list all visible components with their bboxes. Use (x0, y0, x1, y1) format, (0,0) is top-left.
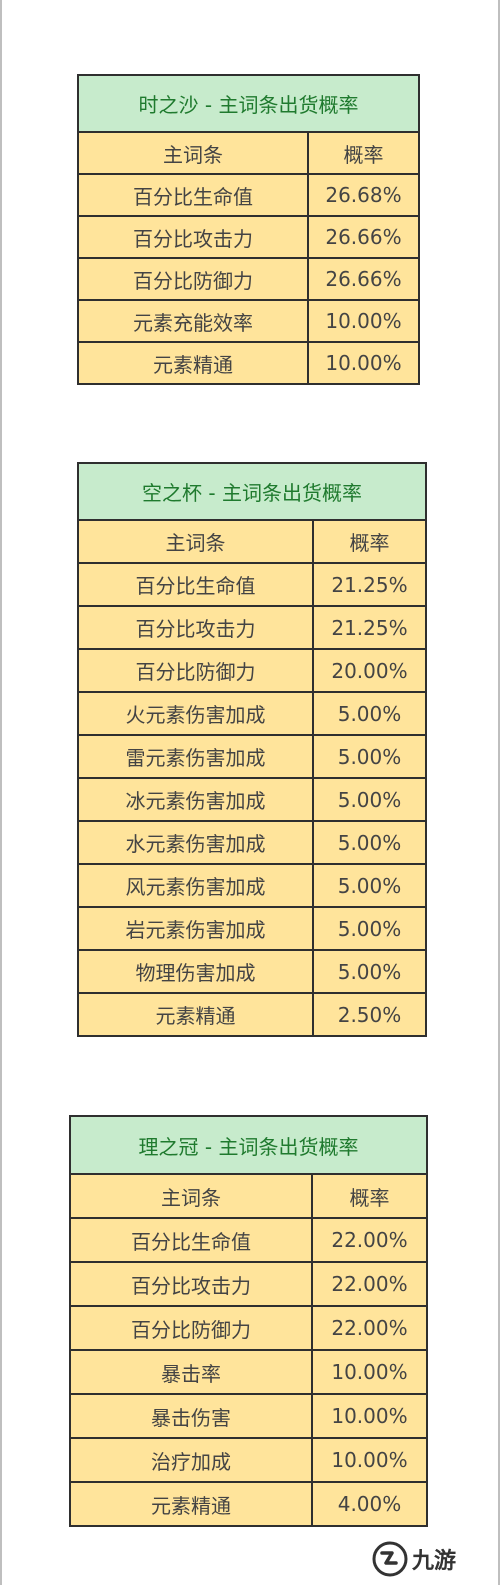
table-title: 时之沙 - 主词条出货概率 (77, 74, 420, 133)
stat-cell: 百分比攻击力 (69, 1261, 313, 1307)
stat-cell: 火元素伤害加成 (77, 691, 314, 736)
stat-cell: 暴击伤害 (69, 1393, 313, 1439)
watermark-text: 九游 (412, 1549, 457, 1574)
jiuyou-logo-icon (372, 1541, 408, 1577)
stat-cell: 岩元素伤害加成 (77, 906, 314, 951)
rate-cell: 26.66% (307, 257, 420, 301)
stat-cell: 雷元素伤害加成 (77, 734, 314, 779)
stat-cell: 水元素伤害加成 (77, 820, 314, 865)
stat-cell: 百分比生命值 (77, 562, 314, 607)
rate-cell: 5.00% (312, 820, 427, 865)
table-row: 元素精通 2.50% (77, 992, 427, 1037)
table-row: 百分比防御力 20.00% (77, 648, 427, 693)
stat-cell: 百分比生命值 (69, 1217, 313, 1263)
table-row: 冰元素伤害加成 5.00% (77, 777, 427, 822)
table-header-row: 主词条 概率 (69, 1173, 428, 1219)
rate-cell: 21.25% (312, 562, 427, 607)
rate-cell: 4.00% (311, 1481, 428, 1527)
rate-cell: 5.00% (312, 777, 427, 822)
circlet-probability-table: 理之冠 - 主词条出货概率 主词条 概率 百分比生命值 22.00% 百分比攻击… (69, 1115, 428, 1527)
table-row: 岩元素伤害加成 5.00% (77, 906, 427, 951)
header-rate: 概率 (311, 1173, 428, 1219)
rate-cell: 26.66% (307, 215, 420, 259)
header-stat: 主词条 (69, 1173, 313, 1219)
stat-cell: 元素精通 (77, 992, 314, 1037)
rate-cell: 10.00% (307, 299, 420, 343)
rate-cell: 26.68% (307, 173, 420, 217)
rate-cell: 21.25% (312, 605, 427, 650)
rate-cell: 10.00% (307, 341, 420, 385)
table-row: 百分比攻击力 22.00% (69, 1261, 428, 1307)
watermark: 九游 (372, 1538, 492, 1580)
rate-cell: 5.00% (312, 949, 427, 994)
stat-cell: 元素精通 (77, 341, 309, 385)
header-rate: 概率 (312, 519, 427, 564)
rate-cell: 5.00% (312, 691, 427, 736)
rate-cell: 22.00% (311, 1217, 428, 1263)
header-rate: 概率 (307, 131, 420, 175)
rate-cell: 5.00% (312, 863, 427, 908)
table-row: 百分比攻击力 26.66% (77, 215, 420, 259)
sands-probability-table: 时之沙 - 主词条出货概率 主词条 概率 百分比生命值 26.68% 百分比攻击… (77, 74, 420, 385)
stat-cell: 暴击率 (69, 1349, 313, 1395)
table-row: 治疗加成 10.00% (69, 1437, 428, 1483)
table-row: 风元素伤害加成 5.00% (77, 863, 427, 908)
stat-cell: 百分比防御力 (77, 648, 314, 693)
table-row: 百分比防御力 26.66% (77, 257, 420, 301)
table-header-row: 主词条 概率 (77, 519, 427, 564)
table-header-row: 主词条 概率 (77, 131, 420, 175)
stat-cell: 物理伤害加成 (77, 949, 314, 994)
table-row: 百分比生命值 22.00% (69, 1217, 428, 1263)
stat-cell: 冰元素伤害加成 (77, 777, 314, 822)
rate-cell: 5.00% (312, 906, 427, 951)
stat-cell: 百分比攻击力 (77, 605, 314, 650)
stat-cell: 百分比防御力 (69, 1305, 313, 1351)
stat-cell: 元素充能效率 (77, 299, 309, 343)
goblet-probability-table: 空之杯 - 主词条出货概率 主词条 概率 百分比生命值 21.25% 百分比攻击… (77, 462, 427, 1037)
rate-cell: 10.00% (311, 1437, 428, 1483)
table-row: 雷元素伤害加成 5.00% (77, 734, 427, 779)
table-row: 百分比攻击力 21.25% (77, 605, 427, 650)
rate-cell: 22.00% (311, 1261, 428, 1307)
stat-cell: 百分比生命值 (77, 173, 309, 217)
rate-cell: 20.00% (312, 648, 427, 693)
table-row: 暴击率 10.00% (69, 1349, 428, 1395)
table-row: 元素精通 4.00% (69, 1481, 428, 1527)
table-row: 百分比防御力 22.00% (69, 1305, 428, 1351)
table-row: 暴击伤害 10.00% (69, 1393, 428, 1439)
table-row: 元素精通 10.00% (77, 341, 420, 385)
stat-cell: 元素精通 (69, 1481, 313, 1527)
table-row: 百分比生命值 26.68% (77, 173, 420, 217)
table-row: 元素充能效率 10.00% (77, 299, 420, 343)
rate-cell: 22.00% (311, 1305, 428, 1351)
rate-cell: 10.00% (311, 1349, 428, 1395)
table-row: 百分比生命值 21.25% (77, 562, 427, 607)
table-row: 火元素伤害加成 5.00% (77, 691, 427, 736)
rate-cell: 2.50% (312, 992, 427, 1037)
stat-cell: 治疗加成 (69, 1437, 313, 1483)
table-title: 理之冠 - 主词条出货概率 (69, 1115, 428, 1175)
stat-cell: 百分比防御力 (77, 257, 309, 301)
table-row: 物理伤害加成 5.00% (77, 949, 427, 994)
table-title: 空之杯 - 主词条出货概率 (77, 462, 427, 521)
rate-cell: 5.00% (312, 734, 427, 779)
table-row: 水元素伤害加成 5.00% (77, 820, 427, 865)
header-stat: 主词条 (77, 519, 314, 564)
rate-cell: 10.00% (311, 1393, 428, 1439)
stat-cell: 百分比攻击力 (77, 215, 309, 259)
header-stat: 主词条 (77, 131, 309, 175)
stat-cell: 风元素伤害加成 (77, 863, 314, 908)
